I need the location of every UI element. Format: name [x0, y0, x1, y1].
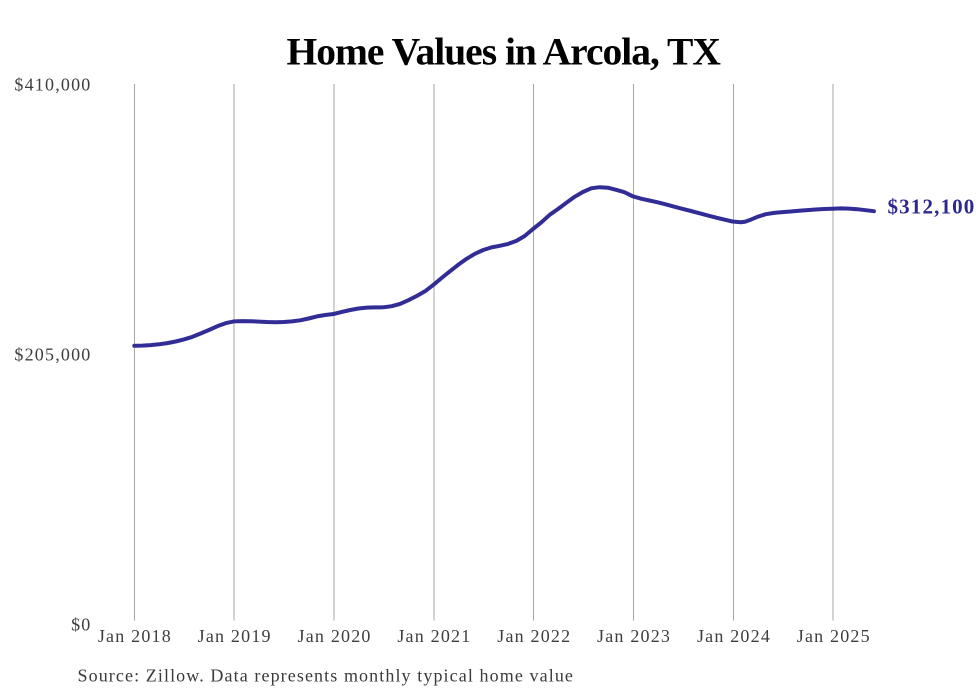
- svg-text:$205,000: $205,000: [14, 345, 91, 365]
- svg-text:$410,000: $410,000: [14, 74, 91, 94]
- svg-text:Jan 2018: Jan 2018: [98, 626, 172, 646]
- svg-text:Jan 2025: Jan 2025: [797, 626, 871, 646]
- svg-text:Jan 2023: Jan 2023: [597, 626, 671, 646]
- svg-text:Jan 2024: Jan 2024: [697, 626, 771, 646]
- svg-text:Jan 2022: Jan 2022: [497, 626, 571, 646]
- svg-text:Jan 2019: Jan 2019: [198, 626, 272, 646]
- svg-text:Jan 2020: Jan 2020: [298, 626, 372, 646]
- svg-text:Source: Zillow. Data represent: Source: Zillow. Data represents monthly …: [78, 666, 575, 686]
- svg-text:Home Values in Arcola, TX: Home Values in Arcola, TX: [287, 30, 722, 74]
- svg-text:$0: $0: [71, 614, 91, 634]
- svg-text:Jan 2021: Jan 2021: [397, 626, 471, 646]
- svg-text:$312,100: $312,100: [888, 195, 976, 219]
